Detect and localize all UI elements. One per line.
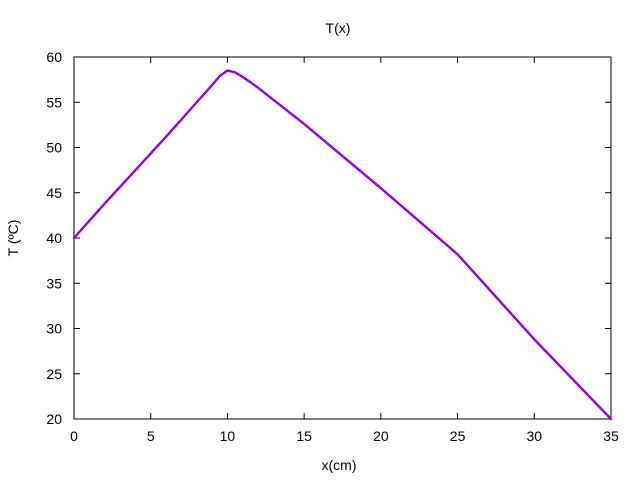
y-axis-label: T (ºC) [5, 220, 21, 257]
y-tick-label: 50 [46, 140, 62, 156]
chart-title: T(x) [326, 20, 351, 36]
x-tick-label: 30 [526, 428, 542, 444]
series-line [72, 69, 613, 421]
x-tick-label: 10 [220, 428, 236, 444]
x-tick-label: 15 [296, 428, 312, 444]
y-tick-label: 60 [46, 49, 62, 65]
x-tick-label: 5 [147, 428, 155, 444]
x-tick-label: 0 [70, 428, 78, 444]
x-tick-label: 20 [373, 428, 389, 444]
x-axis-label: x(cm) [322, 457, 357, 473]
y-tick-label: 55 [46, 94, 62, 110]
y-tick-label: 35 [46, 275, 62, 291]
y-axis-tick-labels: 20 25 30 35 40 45 50 55 60 [46, 49, 62, 427]
y-axis-ticks [74, 56, 611, 420]
y-tick-label: 25 [46, 366, 62, 382]
x-tick-label: 35 [603, 428, 619, 444]
x-axis-ticks [73, 57, 612, 419]
series-layer [72, 69, 613, 421]
y-tick-label: 20 [46, 411, 62, 427]
y-tick-label: 30 [46, 321, 62, 337]
x-tick-label: 25 [450, 428, 466, 444]
y-tick-label: 45 [46, 185, 62, 201]
x-axis-tick-labels: 0 5 10 15 20 25 30 35 [70, 428, 619, 444]
y-tick-label: 40 [46, 230, 62, 246]
